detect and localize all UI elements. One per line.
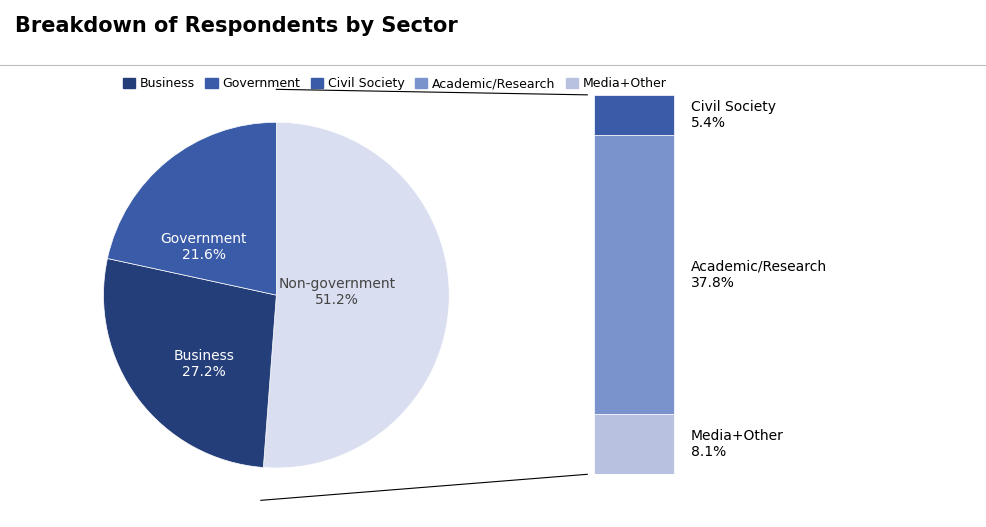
Text: Non-government
51.2%: Non-government 51.2% [278,277,395,307]
Wedge shape [104,258,276,467]
Bar [594,414,673,474]
Text: Breakdown of Respondents by Sector: Breakdown of Respondents by Sector [15,16,458,36]
Bar [594,135,673,414]
Text: Business
27.2%: Business 27.2% [174,349,234,379]
Text: Civil Society
5.4%: Civil Society 5.4% [690,100,775,130]
Wedge shape [263,122,449,468]
Bar [594,95,673,135]
Wedge shape [107,122,276,295]
Text: Media+Other
8.1%: Media+Other 8.1% [690,430,783,460]
Legend: Business, Government, Civil Society, Academic/Research, Media+Other: Business, Government, Civil Society, Aca… [117,72,671,95]
Text: Academic/Research
37.8%: Academic/Research 37.8% [690,259,826,290]
Text: Government
21.6%: Government 21.6% [161,232,246,262]
